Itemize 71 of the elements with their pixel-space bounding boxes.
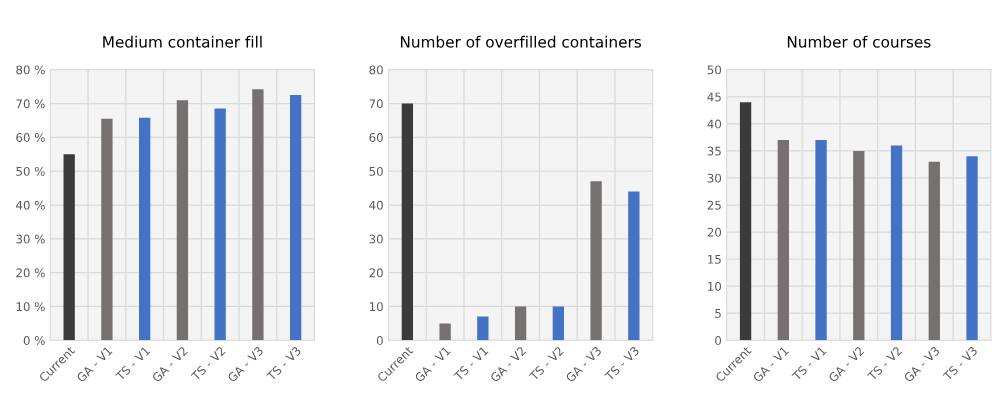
bar [176, 100, 189, 341]
x-tick-label: TS - V1 [791, 346, 827, 382]
y-tick-label: 40 [707, 119, 722, 129]
x-tick-label: GA - V1 [76, 346, 113, 383]
y-tick-label: 20 [369, 268, 383, 278]
chart-title: Number of overfilled containers [400, 35, 642, 48]
y-tick-label: 40 [369, 200, 383, 210]
y-tick-label: 20 [707, 227, 722, 237]
x-tick-label: GA - V2 [489, 346, 527, 383]
y-tick-label: 20 % [16, 268, 45, 278]
x-tick-label: TS - V3 [942, 345, 978, 382]
bar [63, 154, 75, 341]
y-tick-label: 5 [715, 309, 721, 318]
x-tick-label: GA - V1 [414, 346, 451, 383]
y-tick-label: 70 % [16, 99, 45, 109]
y-tick-label: 0 [715, 336, 722, 345]
bar [101, 118, 113, 341]
x-tick-label: GA - V2 [151, 346, 189, 383]
bar [289, 95, 302, 341]
y-tick-label: 80 [369, 65, 383, 75]
y-tick-label: 10 [708, 281, 722, 291]
x-tick-label: GA - V3 [903, 345, 941, 383]
y-tick-label: 35 [707, 146, 721, 156]
y-tick-label: 30 [707, 173, 722, 183]
y-tick-label: 0 % [23, 336, 45, 345]
bar [552, 306, 565, 341]
chart-title: Medium container fill [103, 35, 262, 48]
y-tick-label: 45 [707, 92, 721, 102]
x-tick-label: TS - V2 [528, 346, 564, 382]
bar [815, 140, 827, 341]
x-tick-label: GA - V1 [752, 346, 789, 383]
x-tick-label: GA - V3 [227, 345, 264, 383]
bar [401, 103, 414, 341]
y-tick-label: 0 [376, 336, 383, 345]
bar [739, 102, 752, 341]
x-tick-label: TS - V2 [866, 346, 903, 382]
bar [439, 323, 451, 341]
y-tick-label: 60 [369, 133, 383, 142]
y-tick-label: 60 % [16, 133, 45, 142]
x-tick-label: TS - V3 [266, 345, 302, 382]
y-tick-label: 30 % [16, 234, 45, 244]
y-tick-label: 50 [369, 166, 383, 176]
bar [214, 108, 226, 341]
x-tick-label: TS - V1 [115, 346, 151, 382]
bar [252, 89, 264, 341]
bar [853, 150, 865, 341]
bar [890, 145, 903, 341]
bar [777, 140, 789, 341]
chart-title: Number of courses [787, 35, 931, 48]
x-tick-label: TS - V2 [190, 346, 226, 382]
x-tick-label: TS - V1 [453, 346, 489, 382]
bar [514, 306, 527, 341]
bar [477, 316, 489, 341]
bar [628, 191, 640, 341]
y-tick-label: 70 [369, 99, 383, 109]
bar [966, 156, 978, 341]
x-tick-label: GA - V2 [827, 346, 865, 383]
y-tick-label: 40 % [16, 200, 45, 210]
y-tick-label: 80 % [16, 65, 45, 75]
y-tick-label: 10 [369, 302, 383, 312]
bar [928, 161, 940, 341]
bar [139, 117, 151, 341]
bar [590, 181, 602, 341]
y-tick-label: 50 % [16, 166, 45, 176]
y-tick-label: 25 [707, 200, 721, 210]
y-tick-label: 30 [369, 234, 383, 244]
y-tick-label: 15 [708, 255, 721, 264]
x-tick-label: TS - V3 [604, 345, 640, 382]
x-tick-label: GA - V3 [565, 345, 602, 383]
y-tick-label: 10 % [16, 302, 45, 312]
y-tick-label: 50 [707, 65, 722, 75]
